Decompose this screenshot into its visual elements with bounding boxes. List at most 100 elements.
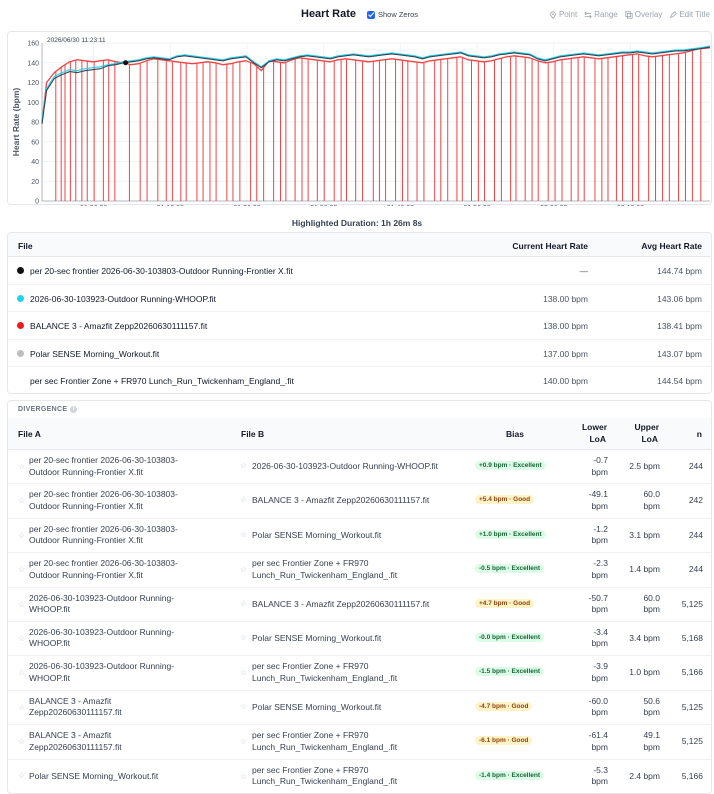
divergence-row[interactable]: ☆ 2026-06-30-103923-Outdoor Running- WHOOP… [8,656,711,691]
divergence-row[interactable]: ☆ 2026-06-30-103923-Outdoor Running- WHOOP… [8,622,711,657]
star-icon[interactable]: ☆ [18,599,26,609]
star-icon[interactable]: ☆ [18,633,26,643]
series-color-icon[interactable] [17,267,24,274]
current-heart-rate: — [579,266,589,276]
series-line [41,45,711,121]
star-icon[interactable]: ☆ [240,771,248,781]
star-icon[interactable]: ☆ [18,496,26,506]
series-color-icon[interactable] [17,322,24,329]
star-icon[interactable]: ☆ [240,632,248,642]
lower-loa-value: -3.4 [593,626,608,637]
file-row[interactable]: per 20-sec frontier 2026-06-30-103803-Ou… [8,257,711,285]
star-icon[interactable]: ☆ [18,737,26,747]
star-icon[interactable]: ☆ [240,737,248,747]
star-icon[interactable]: ☆ [240,529,248,539]
point-tool-button[interactable]: Point [549,10,577,19]
file-table-body: per 20-sec frontier 2026-06-30-103803-Ou… [8,257,711,393]
current-heart-rate: 138.00 bpm [543,293,588,304]
y-tick-label: 160 [27,41,39,48]
file-name: BALANCE 3 - Amazfit Zepp20260630111157.f… [30,321,208,331]
star-icon[interactable]: ☆ [18,702,26,712]
y-tick-label: 100 [27,100,39,107]
file-a-name: per 20-sec frontier 2026-06-30-103803- [29,558,178,569]
star-icon[interactable]: ☆ [240,495,248,505]
series-color-icon[interactable] [17,294,24,302]
heart-rate-chart-card[interactable]: 0 20 40 60 80 100 120 140 160 01:06:08 01:16:08 01:… [7,31,713,206]
file-row[interactable]: BALANCE 3 - Amazfit Zepp20260630111157.f… [8,312,711,340]
star-icon[interactable]: ☆ [240,598,248,608]
star-icon[interactable]: ☆ [18,462,26,471]
chart-title: Heart Rate [301,8,357,20]
x-tick-label: 02:16:08 [617,205,644,206]
current-heart-rate: 138.00 bpm [543,321,588,331]
col-upper-loa-1: Upper [634,422,659,432]
divergence-row[interactable]: ☆ per 20-sec frontier 2026-06-30-103803- O… [8,450,711,485]
avg-heart-rate: 144.74 bpm [657,266,702,276]
star-icon[interactable]: ☆ [240,565,248,575]
divergence-row[interactable]: ☆ BALANCE 3 - Amazfit Zepp20260630111157.f… [8,691,711,726]
show-zeros-toggle[interactable]: Show Zeros [367,10,418,19]
star-icon[interactable]: ☆ [18,770,26,780]
x-tick-label: 01:36:08 [310,205,337,206]
star-icon[interactable]: ☆ [18,565,26,575]
star-icon[interactable]: ☆ [240,461,248,470]
overlay-tool-button[interactable]: Overlay [625,10,662,19]
avg-heart-rate: 143.06 bpm [657,293,702,304]
upper-loa-value: 1.0 bpm [629,667,660,678]
sample-count: 5,166 [681,667,703,678]
series-line [41,46,711,125]
upper-loa-unit: bpm [643,707,660,718]
divergence-row[interactable]: ☆ 2026-06-30-103923-Outdoor Running- WHOOP… [8,588,711,622]
file-b-name: Polar SENSE Morning_Workout.fit [252,529,382,540]
star-icon[interactable]: ☆ [240,668,248,678]
avg-heart-rate: 144.54 bpm [657,376,702,386]
divergence-section: DIVERGENCE i File A File B Bias Lower Lo… [7,400,712,794]
file-a-name: BALANCE 3 - Amazfit [29,730,112,741]
x-tick-label: 01:16:08 [157,205,184,206]
star-icon[interactable]: ☆ [18,530,26,540]
lower-loa-value: -50.7 [588,592,608,603]
bias-badge: -0.0 bpm · Excellent [475,632,545,642]
file-row[interactable]: per sec Frontier Zone + FR970 Lunch_Run_… [8,367,711,393]
file-b-name: BALANCE 3 - Amazfit Zepp20260630111157.f… [252,495,430,506]
col-n: n [696,429,702,439]
divergence-row[interactable]: ☆ per 20-sec frontier 2026-06-30-103803- O… [8,553,711,588]
file-row[interactable]: Polar SENSE Morning_Workout.fit 137.00 bp… [8,340,711,367]
lower-loa-unit: bpm [591,638,608,649]
x-tick-label: 01:06:08 [80,205,107,206]
y-tick-label: 140 [27,60,39,67]
checkbox-checked-icon[interactable] [367,10,375,19]
col-current-hr: Current Heart Rate [512,241,588,251]
star-icon[interactable]: ☆ [240,701,248,711]
lower-loa-unit: bpm [591,500,608,511]
file-b-name: 2026-06-30-103923-Outdoor Running-WHOOP.… [252,461,439,471]
sample-count: 5,125 [681,598,703,609]
lower-loa-unit: bpm [591,466,608,477]
range-tool-button[interactable]: Range [584,10,618,19]
upper-loa-unit: bpm [643,500,660,511]
file-b-name-cont: Lunch_Run_Twickenham_England_.fit [252,741,398,752]
file-row[interactable]: 2026-06-30-103923-Outdoor Running-WHOOP.… [8,285,711,312]
series-color-icon[interactable] [17,349,24,357]
divergence-row[interactable]: ☆ Polar SENSE Morning_Workout.fit ☆ per sec… [8,760,711,793]
divergence-row[interactable]: ☆ per 20-sec frontier 2026-06-30-103803- O… [8,484,711,519]
file-a-name: 2026-06-30-103923-Outdoor Running- [29,626,175,637]
file-a-name-cont: Outdoor Running-Frontier X.fit [29,535,143,546]
file-b-name: per sec Frontier Zone + FR970 [252,558,369,569]
sample-count: 244 [688,461,703,471]
star-icon[interactable]: ☆ [18,668,26,678]
divergence-row[interactable]: ☆ per 20-sec frontier 2026-06-30-103803- O… [8,519,711,554]
sample-count: 244 [688,529,703,540]
file-table-header: File Current Heart Rate Avg Heart Rate [8,233,711,257]
file-a-name-cont: Zepp20260630111157.fit [29,707,122,718]
tooltip-timestamp: 2026/06/30 11:23:11 [47,37,106,44]
edit-title-button[interactable]: Edit Title [669,10,710,19]
heart-rate-chart[interactable]: 0 20 40 60 80 100 120 140 160 01:06:08 01:16:08 01:… [8,32,713,206]
info-icon[interactable]: i [70,406,78,413]
file-b-name: Polar SENSE Morning_Workout.fit [252,701,382,712]
file-b-name-cont: Lunch_Run_Twickenham_England_.fit [252,672,398,683]
divergence-row[interactable]: ☆ BALANCE 3 - Amazfit Zepp20260630111157.f… [8,725,711,760]
lower-loa-unit: bpm [591,707,608,718]
file-a-name-cont: WHOOP.fit [29,638,70,649]
sample-count: 242 [688,495,703,506]
